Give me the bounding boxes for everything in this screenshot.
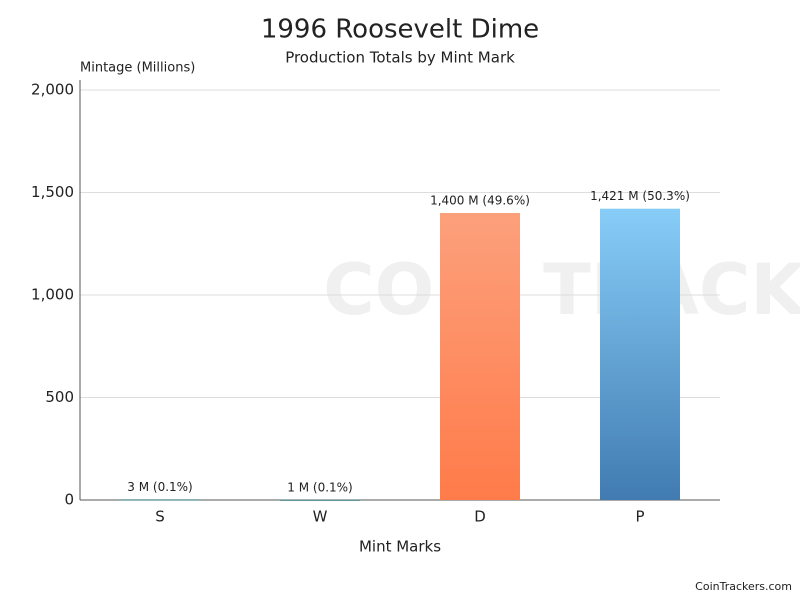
x-tick-label: D [474, 508, 486, 526]
y-tick-label: 1,000 [31, 286, 74, 304]
x-tick-label: S [155, 508, 165, 526]
data-label: 1,421 M (50.3%) [590, 189, 690, 203]
data-label: 3 M (0.1%) [127, 480, 192, 494]
data-label: 1,400 M (49.6%) [430, 194, 530, 208]
bar [280, 500, 360, 501]
chart-title: 1996 Roosevelt Dime [261, 15, 539, 45]
data-label: 1 M (0.1%) [287, 480, 352, 494]
bar [120, 499, 200, 500]
y-tick-label: 2,000 [31, 81, 74, 99]
y-tick-label: 0 [64, 491, 74, 509]
y-tick-label: 1,500 [31, 183, 74, 201]
x-tick-label: W [313, 508, 328, 526]
bar [440, 213, 520, 500]
x-axis-label: Mint Marks [359, 538, 441, 556]
y-tick-label: 500 [45, 388, 74, 406]
watermark: COIN TRACKERS [323, 249, 800, 331]
bar [600, 209, 680, 500]
x-tick-label: P [635, 508, 644, 526]
y-axis-label: Mintage (Millions) [80, 61, 195, 76]
chart-subtitle: Production Totals by Mint Mark [285, 49, 515, 67]
credit: CoinTrackers.com [695, 580, 792, 593]
